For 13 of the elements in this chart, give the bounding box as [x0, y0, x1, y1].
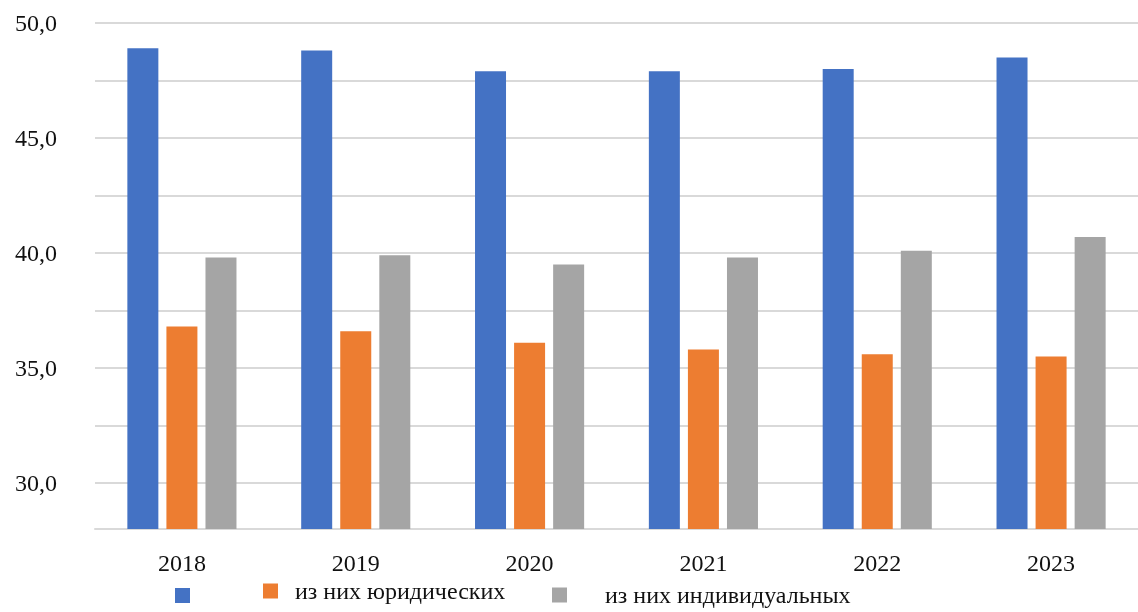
y-tick-label: 40,0 [15, 240, 57, 266]
legend-label: из них индивидуальных [605, 582, 851, 608]
x-tick-label: 2018 [157, 550, 206, 576]
y-tick-label: 45,0 [15, 125, 57, 151]
y-tick-label: 50,0 [15, 10, 57, 36]
x-tick-label: 2023 [1027, 550, 1076, 576]
x-tick-label: 2019 [331, 550, 380, 576]
x-tick-label: 2022 [853, 550, 902, 576]
y-tick-label: 35,0 [15, 355, 57, 381]
x-tick-label: 2021 [679, 550, 728, 576]
y-tick-label: 30,0 [15, 470, 57, 496]
x-tick-label: 2020 [505, 550, 554, 576]
legend-label: из них юридических [295, 578, 506, 604]
